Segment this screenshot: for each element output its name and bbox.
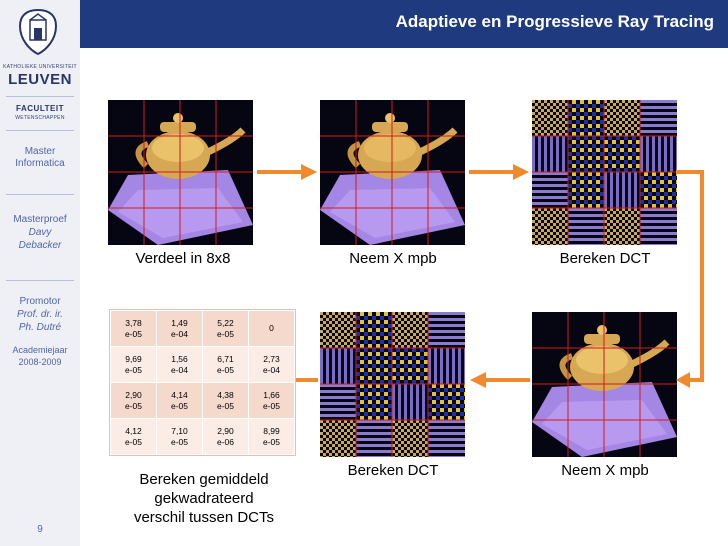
cell-mantissa: 4,14 xyxy=(171,389,188,400)
dct-pattern xyxy=(532,100,677,245)
table-cell: 7,10 e-05 xyxy=(156,418,203,455)
table-row: 4,12 e-05 7,10 e-05 2,90 e-06 8,99 e-05 xyxy=(110,418,295,455)
sidebar: KATHOLIEKE UNIVERSITEIT LEUVEN FACULTEIT… xyxy=(0,0,80,546)
page-number: 9 xyxy=(37,524,43,535)
dct-image-top xyxy=(532,100,677,245)
cell-mantissa: 6,71 xyxy=(217,353,234,364)
cell-mantissa: 0 xyxy=(269,323,274,333)
cell-exponent: e-05 xyxy=(124,364,142,375)
sidebar-divider xyxy=(6,280,74,281)
cell-exponent: e-05 xyxy=(262,400,280,411)
cell-mantissa: 1,56 xyxy=(171,353,188,364)
table-cell: 6,71 e-05 xyxy=(202,346,249,383)
table-cell: 4,14 e-05 xyxy=(156,382,203,419)
caption-sample-bottom: Neem X mpb xyxy=(561,462,649,479)
university-name: LEUVEN xyxy=(8,71,72,88)
cell-exponent: e-05 xyxy=(216,400,234,411)
cell-exponent: e-05 xyxy=(124,400,142,411)
teapot-sampled-image-2 xyxy=(532,312,677,457)
table-cell: 3,78 e-05 xyxy=(110,310,157,347)
caption-split: Verdeel in 8x8 xyxy=(135,250,231,267)
sidebar-divider xyxy=(6,194,74,195)
table-cell: 2,90 e-05 xyxy=(110,382,157,419)
promotor-line-1: Prof. dr. ir. xyxy=(17,309,63,320)
sidebar-divider xyxy=(6,130,74,131)
year-label: Academiejaar xyxy=(12,345,68,355)
promotor-label: Promotor xyxy=(19,296,61,307)
faculty-sub: WETENSCHAPPEN xyxy=(15,115,65,121)
cell-mantissa: 2,90 xyxy=(125,389,142,400)
cell-exponent: e-05 xyxy=(124,436,142,447)
caption-table-line-3: verschil tussen DCTs xyxy=(133,509,275,526)
cell-mantissa: 2,73 xyxy=(263,353,280,364)
dct-image-bottom xyxy=(320,312,465,457)
caption-dct-bottom: Bereken DCT xyxy=(347,462,439,479)
cell-exponent: e-05 xyxy=(216,328,234,339)
table-cell: 4,38 e-05 xyxy=(202,382,249,419)
table-cell: 1,66 e-05 xyxy=(248,382,295,419)
cell-mantissa: 1,49 xyxy=(171,317,188,328)
cell-mantissa: 9,69 xyxy=(125,353,142,364)
cell-exponent: e-05 xyxy=(124,328,142,339)
caption-table-line-1: Bereken gemiddeld xyxy=(139,471,269,488)
cell-mantissa: 8,99 xyxy=(263,425,280,436)
teapot-grid-image xyxy=(108,100,253,245)
year-value: 2008-2009 xyxy=(18,357,62,367)
program-line-2: Informatica xyxy=(15,158,65,169)
table-cell: 1,56 e-04 xyxy=(156,346,203,383)
caption-dct-top: Bereken DCT xyxy=(559,250,651,267)
table-row: 3,78 e-05 1,49 e-04 5,22 e-05 0 xyxy=(110,310,295,347)
cell-mantissa: 3,78 xyxy=(125,317,142,328)
table-cell: 0 xyxy=(248,310,295,347)
cell-exponent: e-06 xyxy=(216,436,234,447)
cell-mantissa: 5,22 xyxy=(217,317,234,328)
arrow-left-icon xyxy=(470,372,530,388)
cell-exponent: e-05 xyxy=(216,364,234,375)
caption-table-line-2: gekwadrateerd xyxy=(154,490,254,507)
author-line-1: Davy xyxy=(28,227,52,238)
cell-exponent: e-04 xyxy=(170,364,188,375)
slide-title: Adaptieve en Progressieve Ray Tracing xyxy=(395,12,714,31)
caption-table: Bereken gemiddeld gekwadrateerd verschil… xyxy=(104,470,304,527)
arrow-right-icon xyxy=(257,164,317,180)
cell-mantissa: 2,90 xyxy=(217,425,234,436)
university-seal-icon xyxy=(18,8,58,56)
cell-mantissa: 4,12 xyxy=(125,425,142,436)
table-row: 2,90 e-05 4,14 e-05 4,38 e-05 1,66 e-05 xyxy=(110,382,295,419)
caption-sample-top: Neem X mpb xyxy=(349,250,437,267)
cell-exponent: e-05 xyxy=(170,400,188,411)
cell-exponent: e-05 xyxy=(262,436,280,447)
table-cell: 4,12 e-05 xyxy=(110,418,157,455)
program-line-1: Master xyxy=(24,146,56,157)
table-cell: 8,99 e-05 xyxy=(248,418,295,455)
author-line-2: Debacker xyxy=(18,240,62,251)
header-bar: Adaptieve en Progressieve Ray Tracing xyxy=(80,0,728,48)
table-cell: 9,69 e-05 xyxy=(110,346,157,383)
table-row: 9,69 e-05 1,56 e-04 6,71 e-05 2,73 e-04 xyxy=(110,346,295,383)
cell-exponent: e-04 xyxy=(170,328,188,339)
dct-difference-table: 3,78 e-05 1,49 e-04 5,22 e-05 0 9,69 e-05 1,56 e-0… xyxy=(109,309,296,456)
sidebar-divider xyxy=(6,96,74,97)
table-cell: 1,49 e-04 xyxy=(156,310,203,347)
cell-mantissa: 4,38 xyxy=(217,389,234,400)
promotor-line-2: Ph. Dutré xyxy=(18,322,62,333)
cell-mantissa: 7,10 xyxy=(171,425,188,436)
table-cell: 2,90 e-06 xyxy=(202,418,249,455)
faculty-name: FACULTEIT xyxy=(16,104,64,113)
thesis-label: Masterproef xyxy=(13,214,67,225)
arrow-right-icon xyxy=(469,164,529,180)
cell-exponent: e-04 xyxy=(262,364,280,375)
university-line: KATHOLIEKE UNIVERSITEIT xyxy=(3,64,77,70)
table-cell: 5,22 e-05 xyxy=(202,310,249,347)
cell-mantissa: 1,66 xyxy=(263,389,280,400)
cell-exponent: e-05 xyxy=(170,436,188,447)
table-cell: 2,73 e-04 xyxy=(248,346,295,383)
arrow-down-left-icon xyxy=(676,170,704,388)
teapot-sampled-image xyxy=(320,100,465,245)
